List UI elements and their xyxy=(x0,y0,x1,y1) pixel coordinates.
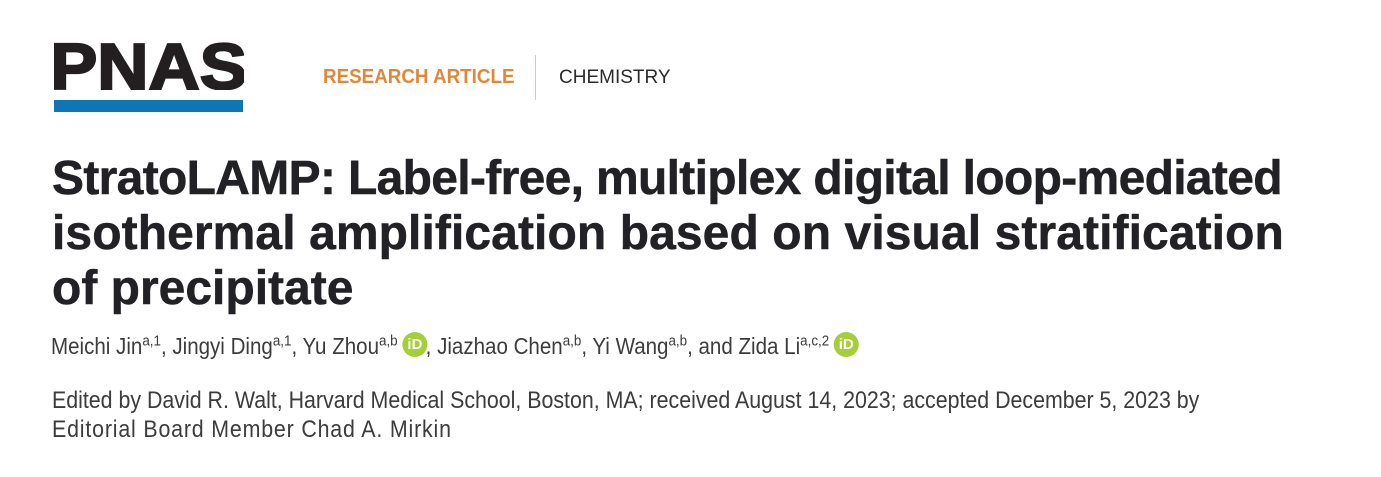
svg-text:PNAS: PNAS xyxy=(54,42,244,90)
